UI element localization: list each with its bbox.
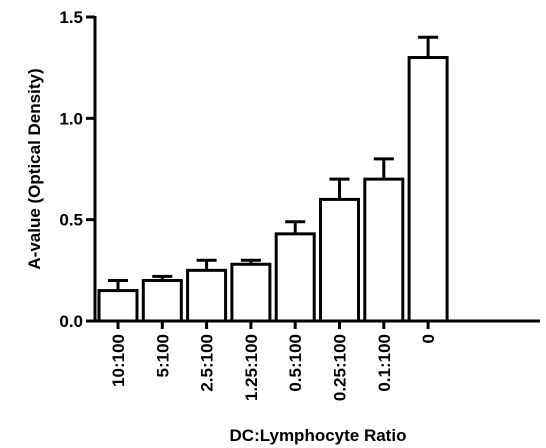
x-tick-label: 0.25:100	[331, 334, 350, 401]
x-tick-label: 0	[419, 334, 438, 343]
bar	[186, 268, 228, 323]
bar	[319, 197, 360, 323]
bar	[230, 262, 272, 323]
y-tick-label: 0.0	[59, 312, 83, 331]
x-tick-label: 0.5:100	[286, 334, 305, 392]
x-tick-label: 5:100	[153, 334, 172, 377]
bar	[407, 56, 449, 323]
bar	[363, 177, 405, 323]
x-tick-label: 10:100	[109, 334, 128, 387]
y-tick-label: 1.5	[59, 8, 83, 27]
x-tick-label: 0.1:100	[375, 334, 394, 392]
bar	[97, 289, 139, 323]
x-tick-label: 2.5:100	[198, 334, 217, 392]
y-axis-ticks: 0.0 0.5 1.0 1.5	[59, 8, 95, 331]
x-axis-ticks: 10:100 5:100 2.5:100 1.25:100 0.5:100 0.25:10…	[109, 321, 438, 401]
bar	[274, 232, 316, 323]
y-axis-title: A-value (Optical Density)	[25, 68, 44, 269]
y-tick-label: 0.5	[59, 211, 83, 230]
bar	[141, 278, 183, 323]
x-axis-title: DC:Lymphocyte Ratio	[230, 426, 407, 445]
bars	[97, 35, 449, 323]
x-tick-label: 1.25:100	[242, 334, 261, 401]
y-tick-label: 1.0	[59, 109, 83, 128]
